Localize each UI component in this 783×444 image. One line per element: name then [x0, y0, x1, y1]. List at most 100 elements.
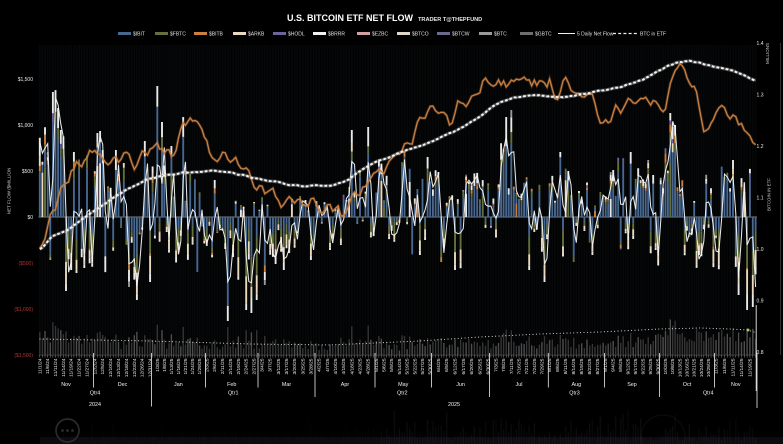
svg-text:1/3/25: 1/3/25 — [155, 358, 161, 372]
svg-text:12/5/24: 12/5/24 — [100, 358, 106, 374]
svg-text:$BTCW: $BTCW — [452, 31, 470, 37]
svg-text:3/4/25: 3/4/25 — [260, 358, 266, 372]
svg-text:Jun: Jun — [456, 382, 465, 388]
svg-text:$HODL: $HODL — [288, 31, 305, 37]
svg-text:10/16/25: 10/16/25 — [685, 358, 691, 377]
svg-text:7/16/25: 7/16/25 — [517, 358, 523, 374]
svg-text:2024: 2024 — [89, 402, 101, 408]
svg-text:$BTC: $BTC — [494, 31, 507, 37]
svg-text:2025: 2025 — [448, 402, 460, 408]
svg-text:4/18/25: 4/18/25 — [349, 358, 355, 374]
svg-text:11/6/25: 11/6/25 — [722, 358, 728, 374]
svg-text:5/22/25: 5/22/25 — [412, 358, 418, 374]
svg-text:Nov: Nov — [61, 382, 71, 388]
svg-text:4/23/25: 4/23/25 — [358, 358, 364, 374]
svg-text:1/8/25: 1/8/25 — [162, 358, 168, 372]
svg-text:$FBTC: $FBTC — [170, 31, 186, 37]
svg-text:$GBTC: $GBTC — [535, 31, 552, 37]
svg-text:1/13/25: 1/13/25 — [169, 358, 175, 374]
svg-text:12/26/24: 12/26/24 — [140, 358, 146, 377]
svg-text:7/29/25: 7/29/25 — [539, 358, 545, 374]
svg-text:2/24/25: 2/24/25 — [244, 358, 250, 374]
svg-text:Feb: Feb — [227, 382, 236, 388]
svg-text:12/18/24: 12/18/24 — [124, 358, 130, 377]
svg-text:Aug: Aug — [572, 382, 582, 388]
svg-text:$IBIT: $IBIT — [133, 31, 145, 37]
svg-text:11/6/24: 11/6/24 — [45, 358, 51, 374]
svg-text:9/30/25: 9/30/25 — [656, 358, 662, 374]
svg-text:7/24/25: 7/24/25 — [532, 358, 538, 374]
svg-text:6/9/25: 6/9/25 — [444, 358, 450, 372]
svg-text:9/1/25: 9/1/25 — [603, 358, 609, 372]
svg-text:8/19/25: 8/19/25 — [579, 358, 585, 374]
svg-text:Qtr3: Qtr3 — [569, 391, 579, 397]
svg-text:4/28/25: 4/28/25 — [366, 358, 372, 374]
svg-text:7/21/25: 7/21/25 — [524, 358, 530, 374]
svg-text:5 Daily Net Flow: 5 Daily Net Flow — [577, 31, 614, 37]
svg-text:Qtr4: Qtr4 — [703, 391, 713, 397]
svg-text:BTC in ETF: BTC in ETF — [640, 31, 666, 37]
svg-text:$500: $500 — [22, 169, 33, 175]
svg-text:12/31/24: 12/31/24 — [148, 358, 154, 377]
svg-text:6/25/25: 6/25/25 — [477, 358, 483, 374]
svg-text:6/12/25: 6/12/25 — [453, 358, 459, 374]
svg-text:11/14/25: 11/14/25 — [739, 358, 745, 377]
svg-text:10/29/25: 10/29/25 — [706, 358, 712, 377]
svg-text:4/15/25: 4/15/25 — [341, 358, 347, 374]
svg-text:$BTCO: $BTCO — [412, 31, 429, 37]
svg-text:($1,500): ($1,500) — [14, 353, 33, 359]
svg-text:Nov: Nov — [731, 382, 741, 388]
svg-text:Qtr1: Qtr1 — [228, 391, 238, 397]
svg-text:10/24/25: 10/24/25 — [699, 358, 705, 377]
svg-text:3/7/25: 3/7/25 — [268, 358, 274, 372]
svg-text:($1,000): ($1,000) — [14, 307, 33, 313]
svg-text:11/11/25: 11/11/25 — [731, 358, 737, 376]
svg-text:2/11/25: 2/11/25 — [220, 358, 226, 374]
svg-text:7/8/25: 7/8/25 — [501, 358, 507, 372]
svg-text:5/6/25: 5/6/25 — [382, 358, 388, 372]
svg-text:8/11/25: 8/11/25 — [563, 358, 569, 374]
svg-text:9/9/25: 9/9/25 — [618, 358, 624, 372]
svg-text:11/22/24: 11/22/24 — [77, 358, 83, 377]
svg-text:0.8: 0.8 — [757, 350, 764, 356]
svg-text:10/13/25: 10/13/25 — [677, 358, 683, 377]
svg-text:11/14/24: 11/14/24 — [61, 358, 67, 377]
svg-text:Oct: Oct — [683, 382, 692, 388]
svg-text:2/27/25: 2/27/25 — [252, 358, 258, 374]
svg-text:9/17/25: 9/17/25 — [633, 358, 639, 374]
svg-text:2/3/25: 2/3/25 — [204, 358, 210, 372]
svg-text:5/19/25: 5/19/25 — [405, 358, 411, 374]
svg-text:9/4/25: 9/4/25 — [611, 358, 617, 372]
svg-text:Qtr4: Qtr4 — [90, 391, 100, 397]
svg-text:Apr: Apr — [341, 382, 350, 388]
svg-text:5/9/25: 5/9/25 — [389, 358, 395, 372]
svg-text:BITCOIN IN ETF: BITCOIN IN ETF — [767, 178, 772, 211]
svg-text:Mar: Mar — [282, 382, 291, 388]
svg-text:6/17/25: 6/17/25 — [461, 358, 467, 374]
svg-text:8/22/25: 8/22/25 — [587, 358, 593, 374]
svg-text:3/25/25: 3/25/25 — [300, 358, 306, 374]
svg-text:10/8/25: 10/8/25 — [670, 358, 676, 374]
svg-text:11/11/24: 11/11/24 — [53, 358, 59, 376]
svg-text:4/7/25: 4/7/25 — [325, 358, 331, 372]
svg-text:$0: $0 — [27, 215, 33, 221]
svg-text:11/3/25: 11/3/25 — [714, 358, 720, 374]
svg-text:1.4: 1.4 — [757, 41, 764, 47]
svg-text:1.0: 1.0 — [757, 247, 764, 253]
svg-text:Qtr2: Qtr2 — [397, 391, 407, 397]
svg-text:12/2/24: 12/2/24 — [92, 358, 98, 374]
svg-text:$1,500: $1,500 — [18, 77, 34, 83]
svg-text:1/24/25: 1/24/25 — [190, 358, 196, 374]
svg-text:8/6/25: 8/6/25 — [555, 358, 561, 372]
svg-text:11/19/25: 11/19/25 — [747, 358, 753, 377]
svg-text:$EZBC: $EZBC — [372, 31, 389, 37]
svg-text:3/17/25: 3/17/25 — [284, 358, 290, 374]
svg-text:Jul: Jul — [516, 382, 523, 388]
svg-text:11/19/24: 11/19/24 — [69, 358, 75, 377]
svg-text:U.S. BITCOIN ETF NET FLOW: U.S. BITCOIN ETF NET FLOW — [287, 13, 413, 23]
svg-text:1/29/25: 1/29/25 — [197, 358, 203, 374]
svg-text:$BRRR: $BRRR — [328, 31, 345, 37]
svg-text:$BITB: $BITB — [209, 31, 224, 37]
svg-text:8/14/25: 8/14/25 — [571, 358, 577, 374]
svg-text:0.9: 0.9 — [757, 298, 764, 304]
